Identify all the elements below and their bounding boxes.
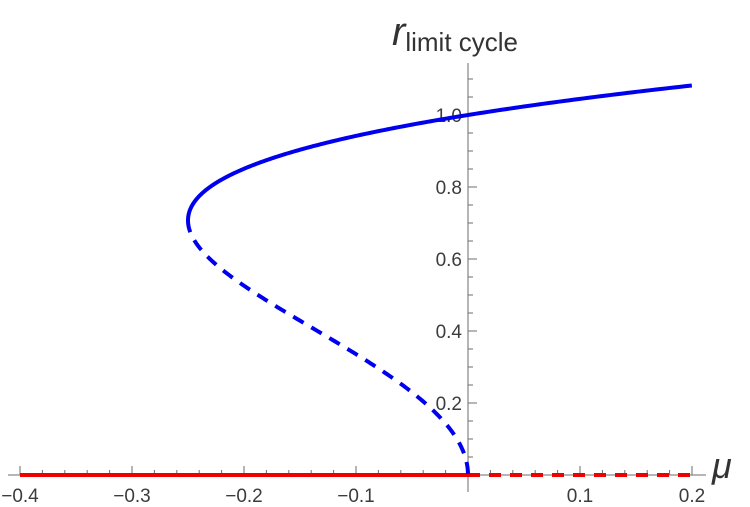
axes: −0.4 −0.3 −0.2 −0.1 0.1 0.20.20.40.60.81.0 (1, 63, 706, 507)
unstable-limit-cycle-curve (186, 219, 470, 476)
x-tick-label: −0.3 (113, 486, 151, 507)
axis-labels: rlimit cycle μ (392, 10, 732, 486)
data-series (20, 83, 693, 477)
x-tick-label: 0.2 (679, 486, 705, 507)
x-tick-label: −0.2 (225, 486, 263, 507)
y-axis-label: rlimit cycle (392, 10, 518, 57)
x-tick-label: −0.4 (1, 486, 39, 507)
stable-limit-cycle-curve (186, 83, 693, 222)
x-tick-label: 0.1 (567, 486, 593, 507)
y-tick-label: 0.6 (436, 250, 462, 271)
y-tick-label: 0.2 (436, 394, 462, 415)
x-tick-label: −0.1 (337, 486, 375, 507)
x-axis-label: μ (711, 445, 732, 486)
y-tick-label: 0.8 (436, 178, 462, 199)
y-tick-label: 0.4 (436, 322, 463, 343)
